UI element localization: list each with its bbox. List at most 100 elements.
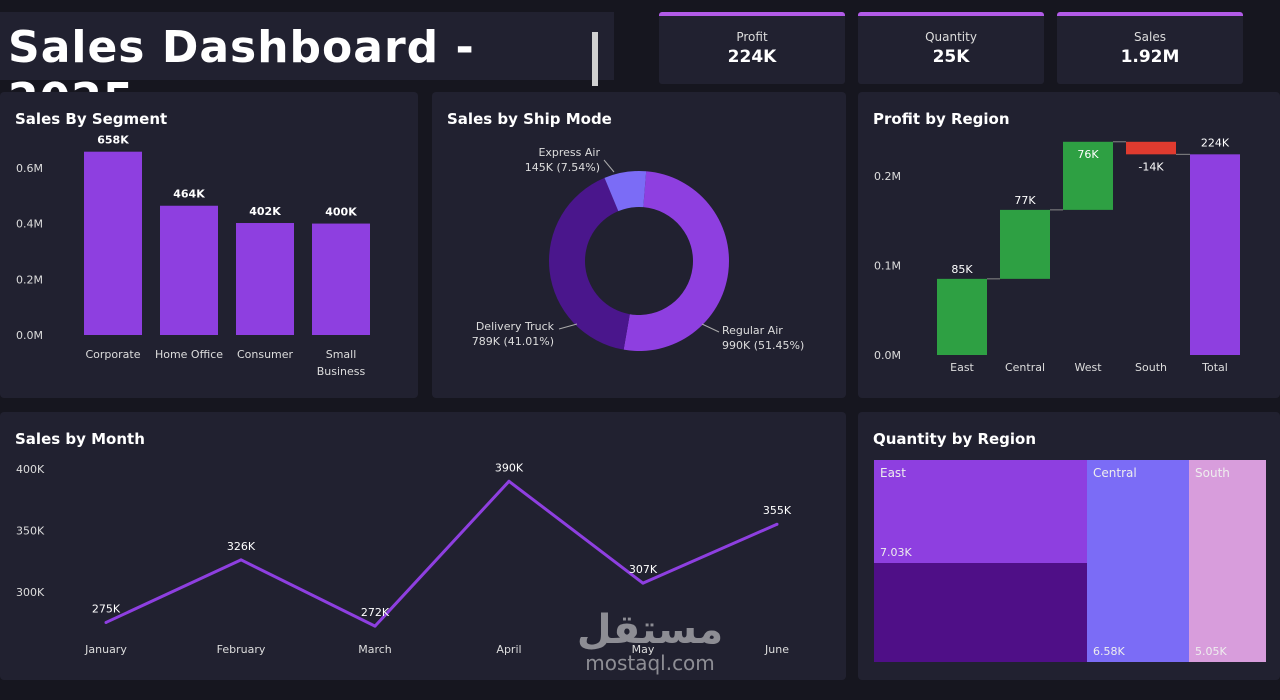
segment-data-label: 400K	[325, 206, 357, 219]
region-profit-chart-title: Profit by Region	[873, 110, 1010, 128]
month-chart-title: Sales by Month	[15, 430, 145, 448]
kpi-quantity-value: 25K	[932, 47, 970, 67]
segment-chart-title: Sales By Segment	[15, 110, 168, 128]
treemap-cell-central[interactable]: Central 6.58K	[1087, 460, 1189, 662]
shipmode-card: Sales by Ship Mode Regular Air 990K (51.4…	[432, 92, 846, 398]
quantity-region-chart-title: Quantity by Region	[873, 430, 1037, 448]
region-ytick: 0.0M	[874, 349, 901, 362]
watermark: مستقل mostaql.com	[560, 608, 740, 688]
segment-ytick: 0.6M	[16, 162, 43, 175]
month-card: Sales by Month 300K 350K 400K 275K January 32…	[0, 412, 846, 680]
month-point	[373, 624, 377, 628]
segment-xtick: Business	[317, 365, 366, 378]
text-cursor	[592, 32, 598, 86]
month-data-label: 272K	[361, 606, 390, 619]
month-data-label: 355K	[763, 504, 792, 517]
shipmode-slice-value: 990K (51.45%)	[722, 339, 804, 352]
month-xtick: May	[632, 643, 655, 656]
region-bar	[1190, 154, 1240, 355]
region-data-label: 85K	[951, 263, 973, 276]
region-xtick: Total	[1201, 361, 1228, 374]
segment-bar	[236, 223, 294, 335]
month-ytick: 400K	[16, 463, 45, 476]
kpi-sales-card: Sales 1.92M	[1057, 12, 1243, 84]
watermark-latin: mostaql.com	[585, 651, 715, 675]
title-box: Sales Dashboard - 2025	[0, 12, 614, 125]
segment-card: Sales By Segment 0.0M 0.2M 0.4M 0.6M 658K Cor…	[0, 92, 418, 398]
segment-xtick: Consumer	[237, 348, 294, 361]
region-bar	[937, 278, 987, 355]
treemap-value-east: 7.03K	[880, 546, 912, 559]
shipmode-leader-line	[558, 323, 578, 330]
segment-xtick: Home Office	[155, 348, 223, 361]
quantity-region-card: Quantity by Region East 7.03K Central 6.…	[858, 412, 1280, 680]
region-bar	[1126, 141, 1176, 155]
shipmode-slice	[623, 171, 729, 351]
treemap-cell-unlabeled[interactable]	[874, 563, 1087, 662]
treemap-cell-south[interactable]: South 5.05K	[1189, 460, 1266, 662]
treemap-label-central: Central	[1093, 466, 1137, 480]
month-xtick: February	[217, 643, 266, 656]
month-ytick: 350K	[16, 524, 45, 537]
region-profit-card: Profit by Region 0.0M 0.1M 0.2M 85K East 77K C…	[858, 92, 1280, 398]
shipmode-chart-title: Sales by Ship Mode	[447, 110, 612, 128]
shipmode-slice-value: 145K (7.54%)	[525, 161, 600, 174]
month-xtick: March	[358, 643, 392, 656]
month-chart: 300K 350K 400K 275K January 326K February 272K M…	[16, 461, 792, 656]
treemap-cell-east[interactable]: East 7.03K	[874, 460, 1087, 563]
shipmode-slice	[549, 177, 630, 350]
region-xtick: Central	[1005, 361, 1045, 374]
segment-xtick: Small	[326, 348, 357, 361]
shipmode-slice-name: Express Air	[538, 146, 600, 159]
segment-chart: 0.0M 0.2M 0.4M 0.6M 658K Corporate 464K Home Of…	[16, 134, 370, 378]
shipmode-slice-name: Regular Air	[722, 324, 783, 337]
segment-bar	[160, 205, 218, 335]
region-data-label: 76K	[1077, 148, 1099, 161]
region-ytick: 0.1M	[874, 259, 901, 272]
kpi-profit-card: Profit 224K	[659, 12, 845, 84]
region-data-label: 77K	[1014, 194, 1036, 207]
shipmode-slice-value: 789K (41.01%)	[472, 335, 554, 348]
month-data-label: 326K	[227, 540, 256, 553]
shipmode-leader-line	[701, 323, 720, 333]
kpi-quantity-card: Quantity 25K	[858, 12, 1044, 84]
month-point	[641, 581, 645, 585]
kpi-sales-value: 1.92M	[1120, 47, 1180, 67]
kpi-profit-value: 224K	[727, 47, 777, 67]
shipmode-slice	[604, 171, 647, 212]
region-bar	[1000, 209, 1050, 279]
month-ytick: 300K	[16, 586, 45, 599]
month-xtick: January	[84, 643, 127, 656]
kpi-quantity-label: Quantity	[925, 30, 977, 44]
segment-bar	[312, 223, 370, 335]
month-xtick: April	[496, 643, 521, 656]
treemap-value-south: 5.05K	[1195, 645, 1227, 658]
region-xtick: South	[1135, 361, 1167, 374]
segment-ytick: 0.0M	[16, 329, 43, 342]
region-data-label: 224K	[1201, 136, 1230, 149]
treemap-label-east: East	[880, 466, 906, 480]
kpi-sales-label: Sales	[1134, 30, 1166, 44]
region-bar	[1063, 141, 1113, 210]
month-data-label: 390K	[495, 461, 524, 474]
region-data-label: -14K	[1138, 160, 1164, 173]
month-data-label: 275K	[92, 602, 121, 615]
shipmode-slice-name: Delivery Truck	[476, 320, 555, 333]
month-point	[775, 522, 779, 526]
region-profit-chart: 0.0M 0.1M 0.2M 85K East 77K Central 76K West -14K…	[874, 136, 1240, 374]
month-series-line	[105, 479, 778, 628]
month-xtick: June	[764, 643, 789, 656]
month-data-label: 307K	[629, 563, 658, 576]
month-point	[507, 479, 511, 483]
shipmode-chart: Regular Air 990K (51.45%) Delivery Truck 78…	[472, 146, 804, 352]
segment-ytick: 0.2M	[16, 273, 43, 286]
treemap-value-central: 6.58K	[1093, 645, 1125, 658]
watermark-arabic: مستقل	[576, 607, 724, 653]
region-xtick: West	[1074, 361, 1102, 374]
segment-data-label: 402K	[249, 205, 281, 218]
treemap-label-south: South	[1195, 466, 1230, 480]
region-xtick: East	[950, 361, 974, 374]
region-ytick: 0.2M	[874, 170, 901, 183]
segment-ytick: 0.4M	[16, 218, 43, 231]
segment-data-label: 658K	[97, 134, 129, 147]
